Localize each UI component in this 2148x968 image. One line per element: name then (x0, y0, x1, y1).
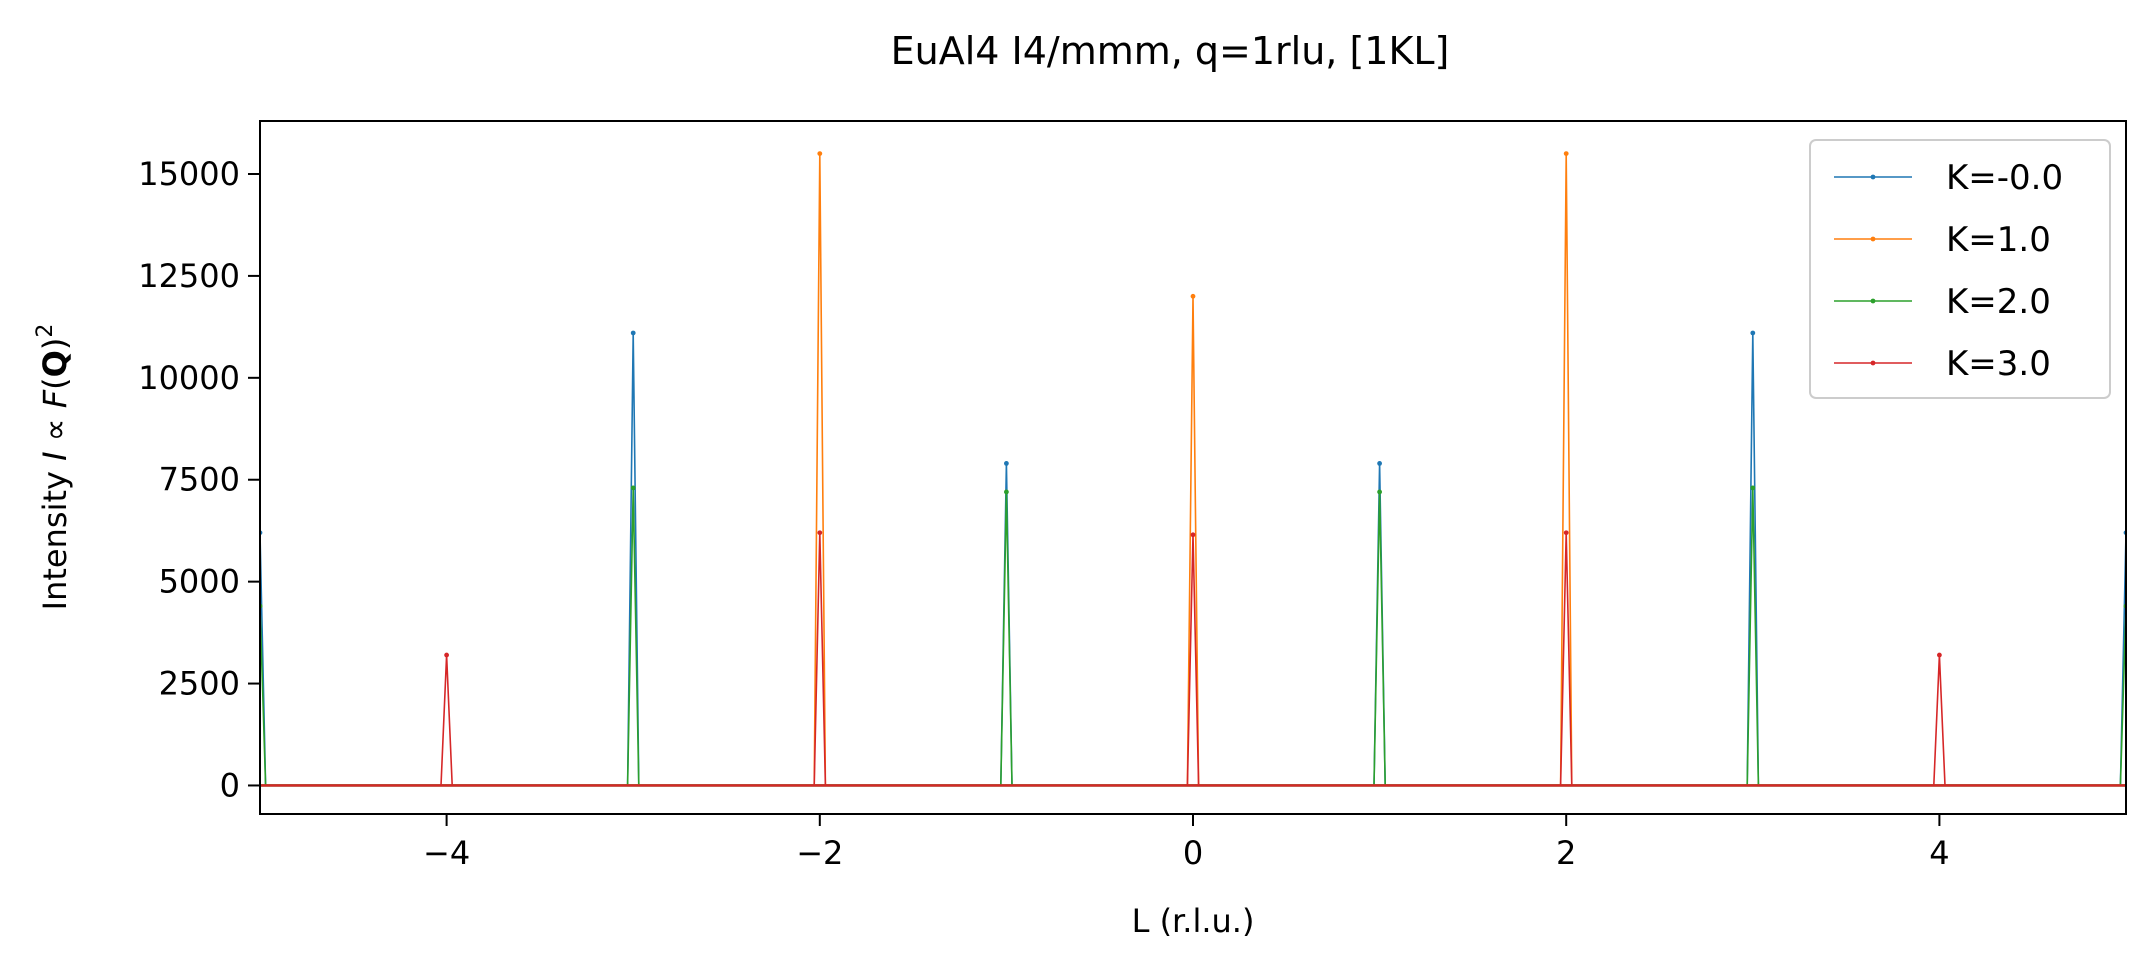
y-tick-label: 2500 (159, 665, 240, 703)
series-1-point-2 (1563, 151, 1569, 157)
series-3-point-0 (444, 652, 449, 658)
y-label-open: ( (36, 377, 74, 389)
y-tick-label: 12500 (138, 257, 240, 295)
series-2-peak-5 (2119, 606, 2126, 786)
x-tick-label: 4 (1929, 834, 1949, 872)
y-label-q: Q (36, 350, 74, 377)
y-tick-label: 7500 (159, 461, 240, 499)
y-tick-label: 5000 (159, 563, 240, 601)
chart-title: EuAl4 I4/mmm, q=1rlu, [1KL] (891, 29, 1450, 73)
series-3 (260, 530, 2126, 787)
y-tick-label: 15000 (138, 155, 240, 193)
legend-label-0: K=-0.0 (1946, 158, 2063, 198)
y-label-f: F (36, 389, 74, 408)
ticks-layer: −4 −2 0 2 4 0 2500 5000 7500 10000 12500 15000 (138, 155, 1949, 872)
series-1-point-0 (817, 151, 823, 157)
legend-marker-1 (1870, 236, 1876, 242)
series-2-peak-0 (260, 606, 267, 786)
x-tick-label: −2 (796, 834, 843, 872)
legend-marker-0 (1870, 174, 1876, 180)
x-tick-label: 0 (1183, 834, 1203, 872)
y-label-sup: 2 (33, 324, 58, 338)
series-0-point-1 (630, 330, 636, 336)
legend-label-1: K=1.0 (1946, 220, 2051, 260)
series-2-point-3 (1377, 489, 1382, 495)
legend-label-2: K=2.0 (1946, 282, 2051, 322)
series-layer (260, 151, 2126, 787)
x-axis-label: L (r.l.u.) (1132, 902, 1255, 940)
series-0-point-3 (1377, 461, 1382, 466)
series-3-point-3 (1563, 530, 1569, 536)
y-axis-label: Intensity I ∝ F(Q)2 (33, 324, 74, 611)
series-3-point-4 (1937, 652, 1942, 658)
y-tick-label: 10000 (138, 359, 240, 397)
series-2-point-2 (1004, 489, 1009, 495)
series-2-point-4 (1750, 485, 1756, 491)
legend-marker-2 (1870, 298, 1876, 304)
y-label-close: ) (36, 338, 74, 350)
plot-frame (259, 120, 2127, 815)
y-tick-label: 0 (220, 766, 240, 804)
series-0-point-4 (1750, 330, 1756, 336)
x-tick-label: −4 (423, 834, 470, 872)
y-label-i: I (36, 451, 74, 460)
series-0-point-2 (1004, 461, 1009, 466)
y-label-propto: ∝ (36, 408, 74, 451)
legend-box (1809, 139, 2111, 399)
y-label-prefix: Intensity (36, 461, 74, 610)
series-2-point-1 (630, 485, 636, 491)
legend-label-3: K=3.0 (1946, 344, 2051, 384)
series-3-point-2 (1190, 532, 1196, 538)
series-1-point-1 (1190, 293, 1196, 299)
series-3-point-1 (817, 530, 823, 536)
legend-marker-3 (1870, 360, 1876, 366)
x-tick-label: 2 (1556, 834, 1576, 872)
legend: K=-0.0 K=1.0 K=2.0 K=3.0 (1809, 139, 2111, 399)
